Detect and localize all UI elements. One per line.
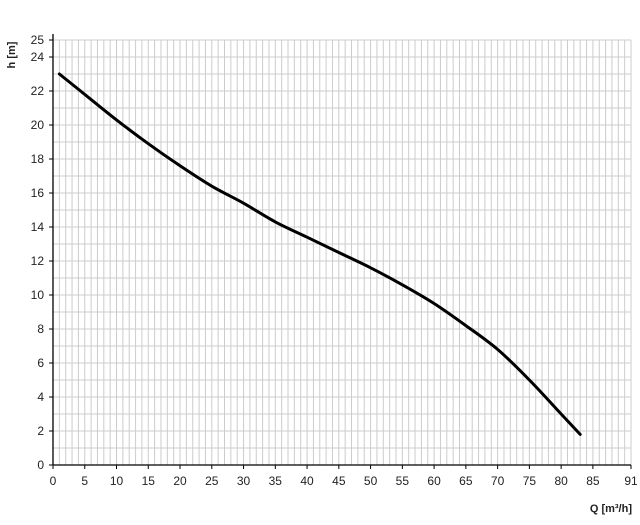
y-tick-label: 10 [31, 288, 45, 302]
x-tick-label: 55 [396, 474, 410, 488]
y-tick-label: 20 [31, 118, 45, 132]
y-tick-label: 24 [31, 50, 45, 64]
x-tick-label: 91 [624, 474, 638, 488]
x-tick-label: 25 [205, 474, 219, 488]
x-tick-label: 30 [237, 474, 251, 488]
x-axis-label: Q [m³/h] [590, 503, 632, 515]
x-tick-label: 35 [269, 474, 283, 488]
y-tick-label: 0 [37, 458, 44, 472]
y-tick-label: 12 [31, 254, 45, 268]
y-tick-label: 22 [31, 84, 45, 98]
y-tick-label: 6 [37, 356, 44, 370]
y-axis-label: h [m] [6, 41, 18, 68]
x-tick-label: 85 [586, 474, 600, 488]
y-tick-label: 2 [37, 424, 44, 438]
x-tick-label: 80 [554, 474, 568, 488]
y-tick-label: 4 [37, 390, 44, 404]
x-tick-label: 0 [50, 474, 57, 488]
x-tick-label: 15 [142, 474, 156, 488]
y-tick-label: 18 [31, 152, 45, 166]
grid [53, 39, 632, 465]
y-tick-label: 14 [31, 220, 45, 234]
tick-labels: 0 5 10 15 20 25 30 35 40 45 50 55 60 65 70 75 80 85 910246… [31, 33, 638, 488]
pump-curve-line [57, 72, 582, 436]
y-tick-label: 8 [37, 322, 44, 336]
x-tick-label: 60 [427, 474, 441, 488]
y-tick-label: 25 [31, 33, 45, 47]
axes [52, 34, 631, 466]
x-tick-label: 40 [300, 474, 314, 488]
x-tick-label: 45 [332, 474, 346, 488]
x-tick-label: 10 [110, 474, 124, 488]
x-tick-label: 70 [491, 474, 505, 488]
series [57, 72, 582, 436]
x-tick-label: 50 [364, 474, 378, 488]
y-tick-label: 16 [31, 186, 45, 200]
x-tick-label: 5 [81, 474, 88, 488]
x-tick-label: 75 [523, 474, 537, 488]
x-tick-label: 65 [459, 474, 473, 488]
x-tick-label: 20 [173, 474, 187, 488]
